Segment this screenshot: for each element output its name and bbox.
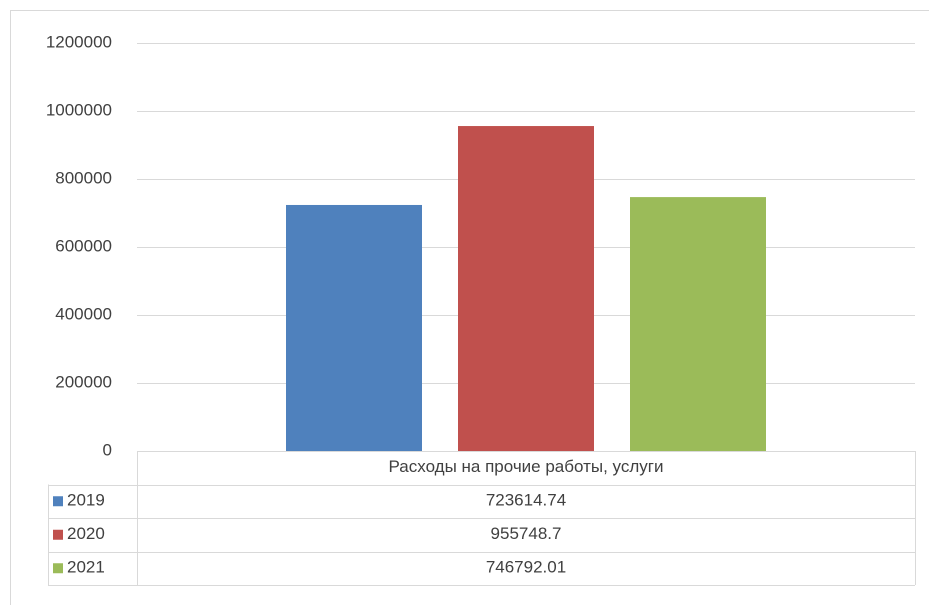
y-tick-label: 400000	[55, 304, 112, 323]
legend-label: 2019	[67, 491, 105, 510]
y-tick-label: 200000	[55, 372, 112, 391]
y-tick-label: 1200000	[46, 32, 112, 51]
bar	[458, 126, 594, 451]
table-value: 723614.74	[486, 491, 566, 510]
legend-key	[53, 496, 63, 507]
y-tick-label: 600000	[55, 236, 112, 255]
legend-key	[53, 529, 63, 540]
y-tick-label: 0	[103, 440, 112, 459]
category-label: Расходы на прочие работы, услуги	[389, 457, 664, 476]
y-tick-label: 800000	[55, 168, 112, 187]
table-value: 746792.01	[486, 558, 566, 577]
legend-key	[53, 563, 63, 574]
y-tick-label: 1000000	[46, 100, 112, 119]
bar	[286, 204, 422, 451]
table-value: 955748.7	[491, 524, 562, 543]
chart-frame	[10, 10, 929, 605]
legend-label: 2021	[67, 558, 105, 577]
bar	[630, 197, 766, 451]
legend-label: 2020	[67, 524, 105, 543]
